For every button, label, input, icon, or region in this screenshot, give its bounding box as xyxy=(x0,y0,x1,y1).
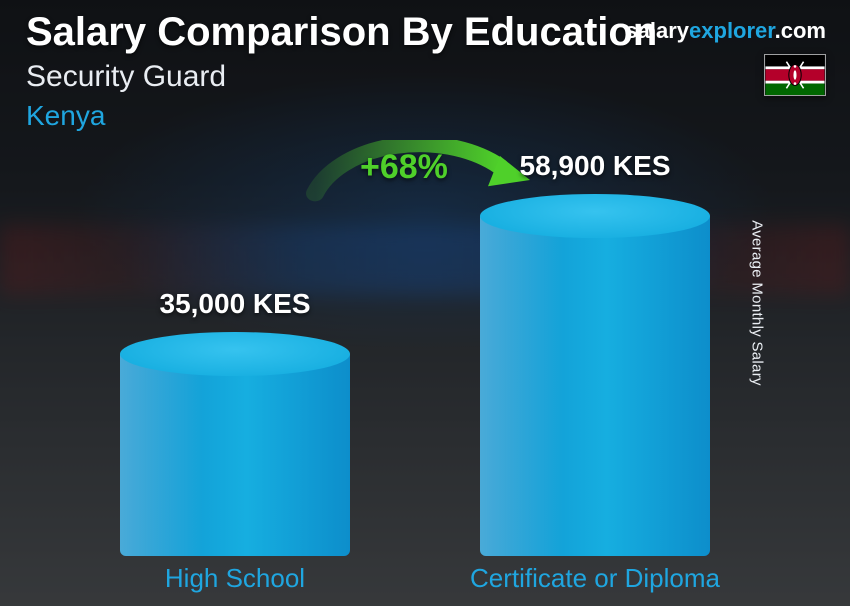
brand-suffix: .com xyxy=(775,18,826,43)
bar-chart: 35,000 KES 58,900 KES xyxy=(0,126,850,556)
flag-shield-center xyxy=(793,70,796,80)
bar-0-shape xyxy=(120,354,350,556)
infographic-stage: Salary Comparison By Education Security … xyxy=(0,0,850,606)
bar-0-sheen xyxy=(120,354,212,556)
bar-0-top xyxy=(120,332,350,376)
bar-1 xyxy=(480,216,710,556)
bar-1-shape xyxy=(480,216,710,556)
brand-accent: explorer xyxy=(689,18,775,43)
brand-logo: salaryexplorer.com xyxy=(625,18,826,44)
bar-0-value: 35,000 KES xyxy=(85,288,385,320)
chart-subtitle: Security Guard xyxy=(26,60,226,94)
flag-emblem xyxy=(786,62,803,89)
flag-shield-dot-top xyxy=(794,65,797,68)
brand-prefix: salary xyxy=(625,18,689,43)
bar-0 xyxy=(120,354,350,556)
chart-title: Salary Comparison By Education xyxy=(26,10,657,55)
kenya-flag-icon xyxy=(764,54,826,96)
bar-1-category: Certificate or Diploma xyxy=(410,563,780,594)
bar-0-category: High School xyxy=(120,563,350,594)
flag-shield-dot-bot xyxy=(794,82,797,85)
bar-1-sheen xyxy=(480,216,572,556)
bar-1-top xyxy=(480,194,710,238)
bar-1-value: 58,900 KES xyxy=(445,150,745,182)
